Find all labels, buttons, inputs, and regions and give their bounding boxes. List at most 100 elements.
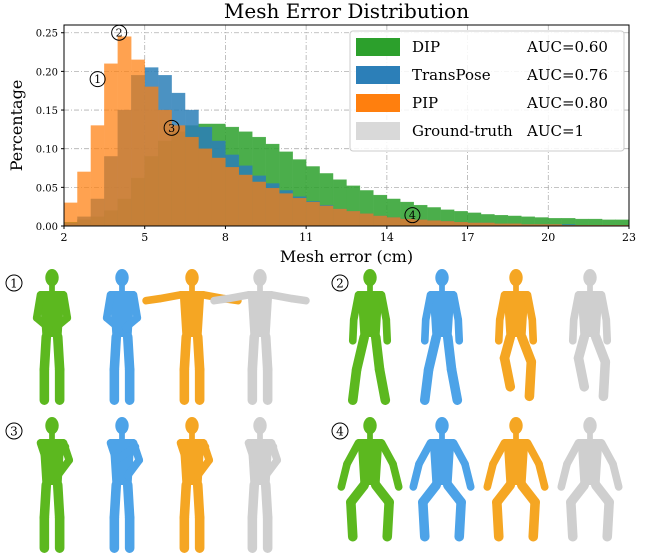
x-tick-label: 23 [622,231,636,244]
bar-dip [588,218,603,227]
plot-frame [63,24,630,227]
bar-pip [211,157,226,227]
limb [563,439,583,468]
body-pip-4 [483,417,549,542]
body-pip-2 [494,269,538,402]
limb [53,456,74,480]
legend-label: Ground-truth [412,122,513,140]
head [363,417,377,435]
limb [423,332,442,375]
annotation-marker: 3 [163,119,180,136]
annotation-circle [89,71,106,88]
annotation-label: 4 [409,209,416,222]
bar-pip [427,220,441,227]
limb [52,314,72,332]
limb [609,460,623,491]
limb [347,364,362,405]
limb [193,456,214,480]
legend-auc: AUC=0.60 [526,38,608,56]
bar-pip [359,213,374,227]
body-pip-3 [176,417,214,553]
bar-pip [184,136,199,227]
head [435,269,449,287]
body-figures: 1 2 3 4 [5,269,623,553]
head [185,417,199,435]
limb [449,439,469,468]
limb [602,315,612,345]
group-number-label: 2 [336,277,344,291]
limb [409,460,423,491]
bar-pip [171,125,186,227]
body-pip-1 [142,269,242,405]
limb [442,332,457,375]
limb [247,332,260,375]
limb [446,364,463,405]
limb [421,291,435,324]
annotation-label: 2 [116,27,123,40]
limb [598,357,611,402]
limb [102,291,115,322]
limb [454,315,464,345]
y-tick-label: 0.15 [36,106,58,117]
x-tick-label: 8 [222,231,229,244]
limb [597,439,617,468]
annotation-label: 1 [94,73,101,86]
y-tick-label: 0.00 [36,222,58,233]
limb [179,480,192,523]
bar-pip [386,217,401,227]
bar-pip [117,36,132,227]
limb [461,460,475,491]
body-transpose-3 [106,417,144,553]
limb [142,294,164,305]
bar-pip [346,211,361,227]
limb [528,315,538,345]
legend: DIP AUC=0.60 TransPose AUC=0.76 PIP AUC=0.80 G… [349,30,625,152]
limb [492,497,504,542]
limb [597,291,611,324]
head [185,269,199,287]
legend-swatch-pip [356,94,400,112]
legend-swatch-ground-truth [356,122,400,140]
group-number-label: 1 [10,277,18,291]
limb [288,294,310,305]
limb [489,439,509,468]
limb [52,480,65,523]
bar-pip [198,148,213,227]
legend-label: DIP [412,38,440,56]
bar-pip [305,201,320,227]
head [253,269,267,287]
limb [179,332,192,375]
bar-dip [575,218,589,227]
x-axis-label: Mesh error (cm) [280,247,413,266]
bar-pip [144,86,159,227]
body-transpose-1 [102,269,142,405]
chart-title: Mesh Error Distribution [224,0,469,23]
torso [577,439,603,485]
limb [382,315,392,345]
limb [566,497,578,542]
torso [503,291,529,337]
limb [59,291,72,322]
head [583,269,597,287]
limb [454,497,466,542]
legend-label: TransPose [412,66,491,84]
bar-dip [615,219,630,227]
body-dip-2 [347,269,392,405]
bar-pip [63,202,78,227]
head [45,417,59,435]
limb [349,291,363,324]
legend-auc: AUC=0.80 [526,94,608,112]
bar-pip [332,208,347,227]
limb [523,291,537,324]
bar-pip [90,125,105,227]
limb [569,291,583,324]
body-dip-1 [32,269,72,405]
torso [429,291,455,337]
torso [429,439,455,485]
series-pip [63,36,630,227]
legend-auc: AUC=1 [526,122,584,140]
bar-pip [453,221,468,227]
bar-pip [319,205,334,227]
